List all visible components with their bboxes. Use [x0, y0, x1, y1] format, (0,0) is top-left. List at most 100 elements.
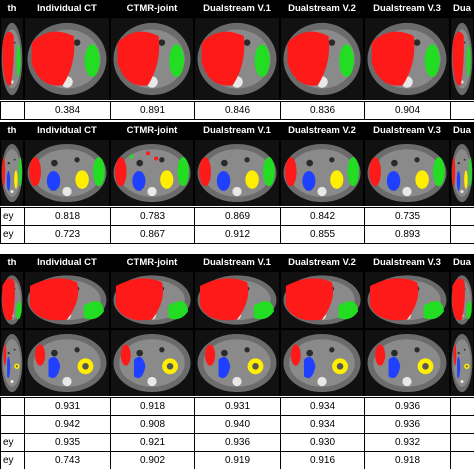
bowel-gas — [136, 349, 143, 357]
row-label: ey — [0, 452, 24, 469]
table-cell: 0.891 — [110, 102, 194, 119]
bowel-gas — [13, 158, 16, 161]
divider — [0, 119, 474, 123]
bowel-gas — [328, 39, 336, 46]
ct-slice-tile — [451, 330, 473, 396]
table-cell: 0.893 — [364, 226, 450, 243]
right-kidney-mask — [14, 170, 18, 189]
table-row: 0.384 0.891 0.846 0.836 0.904 — [0, 101, 474, 119]
liver-mask — [2, 157, 6, 187]
liver-mask — [285, 278, 334, 321]
ct-slice-image — [1, 275, 23, 325]
divider — [0, 328, 474, 330]
bowel-gas — [414, 347, 420, 353]
bowel-gas — [391, 349, 398, 357]
header-cell: Dualstream V.2 — [288, 257, 356, 268]
vertebra — [62, 376, 72, 387]
ct-slice-image — [113, 22, 191, 96]
vertebra — [232, 186, 242, 197]
spleen-mask — [169, 44, 184, 78]
segmentation-image-row — [0, 330, 474, 396]
header-cell: th — [7, 125, 17, 136]
liver-mask — [452, 31, 464, 86]
vertebra — [232, 376, 242, 387]
bowel-gas — [159, 157, 165, 163]
table-cell: 0.932 — [364, 434, 450, 451]
header-cell: CTMR-joint — [126, 3, 178, 14]
liver-mask — [200, 278, 249, 321]
ct-slice-tile — [281, 18, 363, 100]
ct-slice-tile — [365, 18, 449, 100]
vertebra — [10, 379, 14, 384]
spleen-mask — [16, 301, 22, 320]
liver-mask — [117, 31, 160, 86]
table-cell: 0.919 — [194, 452, 280, 469]
ct-slice-tile — [281, 140, 363, 206]
spleen-mask — [338, 301, 359, 320]
ct-slice-tile — [195, 18, 279, 100]
table-row: ey 0.935 0.921 0.936 0.930 0.932 — [0, 433, 474, 451]
ct-slice-image — [1, 143, 23, 203]
table-cell: 0.918 — [110, 398, 194, 415]
table-cell: 0.936 — [364, 398, 450, 415]
table-cell: 0.743 — [24, 452, 110, 469]
bowel-gas — [7, 352, 10, 355]
header-cell: Dualstream V.2 — [288, 125, 356, 136]
ct-slice-tile — [281, 272, 363, 328]
vertebra — [10, 189, 14, 194]
ct-slice-tile — [195, 330, 279, 396]
right-kidney-mask — [415, 170, 429, 189]
vertebra — [317, 186, 327, 197]
bowel-gas — [221, 349, 228, 357]
bowel-gas — [414, 157, 420, 163]
vertebra — [317, 376, 327, 387]
table-cell: 0.904 — [364, 102, 450, 119]
false-positive — [129, 154, 134, 159]
spleen-mask — [84, 44, 100, 78]
table-cell: 0.912 — [194, 226, 280, 243]
ct-tissue — [3, 339, 21, 387]
table-cell: 0.934 — [280, 416, 364, 433]
right-kidney-mask — [75, 170, 89, 189]
bowel-gas — [391, 159, 398, 167]
ct-slice-tile — [195, 140, 279, 206]
liver-mask — [29, 157, 41, 187]
spleen-mask — [347, 157, 359, 187]
table-cell — [450, 398, 474, 415]
header-cell: Individual CT — [37, 3, 97, 14]
ct-slice-tile — [25, 140, 109, 206]
renal-pelvis — [82, 363, 89, 370]
bowel-gas — [221, 159, 228, 167]
right-kidney-mask — [245, 170, 259, 189]
liver-mask — [2, 278, 15, 321]
bowel-gas — [73, 39, 81, 46]
table-cell: 0.918 — [364, 452, 450, 469]
table-cell — [450, 434, 474, 451]
ct-slice-image — [27, 275, 107, 325]
vertebra — [147, 186, 157, 197]
table-row: ey 0.743 0.902 0.919 0.916 0.918 — [0, 451, 474, 469]
liver-mask — [201, 31, 245, 86]
spleen-mask — [466, 44, 471, 78]
table-cell: 0.723 — [24, 226, 110, 243]
bowel-gas — [306, 349, 313, 357]
table-cell — [450, 208, 474, 225]
header-cell: Dua — [453, 3, 471, 14]
header-cell: th — [7, 3, 17, 14]
header-cell: Dualstream V.3 — [373, 3, 441, 14]
row-label — [0, 102, 24, 119]
table-row: 0.942 0.908 0.940 0.934 0.936 — [0, 415, 474, 433]
ct-slice-image — [197, 333, 277, 393]
bowel-gas — [159, 347, 165, 353]
bowel-gas — [13, 348, 16, 351]
table-cell: 0.902 — [110, 452, 194, 469]
table-cell: 0.935 — [24, 434, 110, 451]
left-kidney-mask — [7, 356, 11, 379]
left-kidney-mask — [456, 171, 461, 191]
table-row: ey 0.818 0.783 0.869 0.842 0.735 — [0, 207, 474, 225]
table-row: ey 0.723 0.867 0.912 0.855 0.893 — [0, 225, 474, 243]
left-kidney-mask — [48, 356, 61, 379]
liver-mask — [3, 344, 7, 366]
left-kidney-mask — [386, 171, 401, 191]
ct-slice-image — [367, 275, 447, 325]
